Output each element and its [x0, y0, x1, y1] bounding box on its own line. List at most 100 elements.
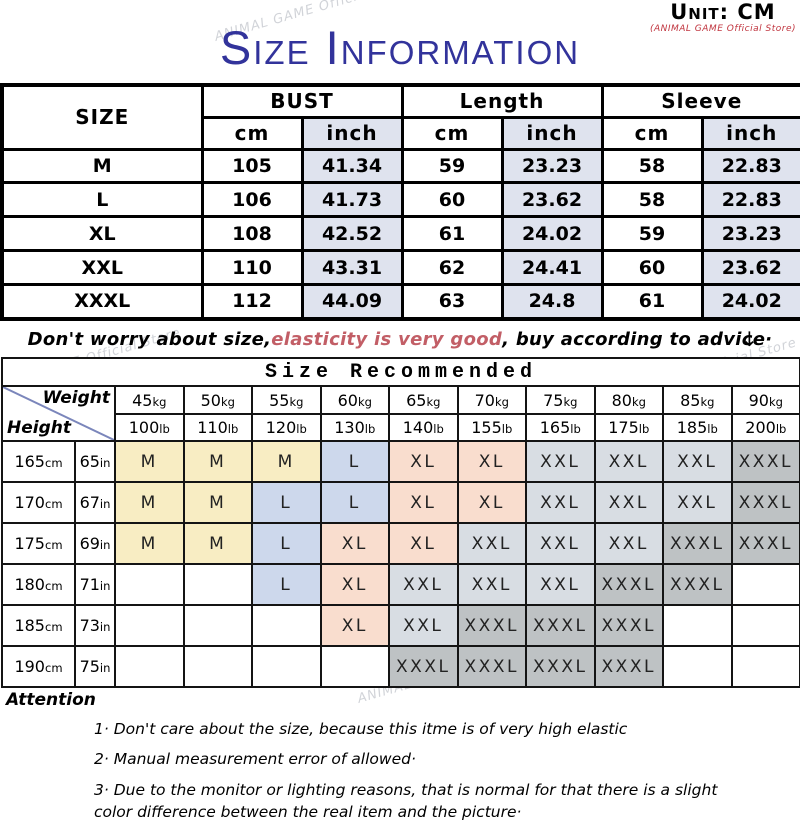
value-cell: 61	[602, 284, 702, 319]
size-cell: XXL	[595, 482, 664, 523]
size-cell	[184, 646, 253, 687]
size-cell: M	[115, 482, 184, 523]
weight-lb-cell: 120lb	[252, 414, 321, 441]
size-cell: XL	[389, 482, 458, 523]
size-cell: M	[252, 441, 321, 482]
weight-kg-cell: 50kg	[184, 386, 253, 414]
value-cell: 23.23	[502, 149, 602, 183]
height-cm-cell: 165cm	[2, 441, 75, 482]
size-cell	[663, 646, 732, 687]
size-cell: M	[184, 482, 253, 523]
size-label: XL	[2, 217, 202, 251]
size-cell: XXL	[458, 564, 527, 605]
size-cell	[732, 605, 800, 646]
value-cell: 24.02	[502, 217, 602, 251]
bust-header: BUST	[202, 85, 402, 117]
size-cell: XXXL	[458, 646, 527, 687]
value-cell: 58	[602, 149, 702, 183]
size-cell: XXL	[526, 523, 595, 564]
advice-line: Don't worry about size, elasticity is ve…	[0, 322, 800, 356]
size-cell	[732, 564, 800, 605]
value-cell: 105	[202, 149, 302, 183]
size-cell: XXL	[526, 482, 595, 523]
weight-kg-cell: 85kg	[663, 386, 732, 414]
value-cell: 23.62	[502, 183, 602, 217]
weight-axis-label: Weight	[43, 388, 110, 408]
size-cell: XL	[321, 564, 390, 605]
size-cell: L	[252, 564, 321, 605]
size-information-table: SIZE BUST Length Sleeve cm inch cm inch …	[0, 83, 800, 321]
attention-item: 1· Don't care about the size, because th…	[94, 718, 754, 740]
attention-item: 3· Due to the monitor or lighting reason…	[94, 779, 754, 824]
size-cell: XXL	[663, 482, 732, 523]
advice-text: Don't worry about size,	[28, 329, 272, 350]
inch-subheader: inch	[302, 117, 402, 149]
size-cell	[115, 646, 184, 687]
weight-kg-cell: 45kg	[115, 386, 184, 414]
size-cell: XXXL	[732, 482, 800, 523]
height-cm-cell: 185cm	[2, 605, 75, 646]
sleeve-header: Sleeve	[602, 85, 800, 117]
size-cell	[252, 605, 321, 646]
size-cell	[115, 605, 184, 646]
value-cell: 58	[602, 183, 702, 217]
weight-kg-cell: 70kg	[458, 386, 527, 414]
size-cell	[184, 605, 253, 646]
size-cell: XXL	[595, 523, 664, 564]
advice-highlight: elasticity is very good	[271, 329, 502, 350]
value-cell: 112	[202, 284, 302, 319]
size-cell: XXXL	[526, 646, 595, 687]
attention-item: 2· Manual measurement error of allowed·	[94, 748, 754, 770]
value-cell: 24.02	[702, 284, 800, 319]
weight-lb-cell: 100lb	[115, 414, 184, 441]
table-row: L 106 41.73 60 23.62 58 22.83	[2, 183, 800, 217]
height-cm-cell: 180cm	[2, 564, 75, 605]
size-cell: XXXL	[526, 605, 595, 646]
size-cell	[732, 646, 800, 687]
cm-subheader: cm	[202, 117, 302, 149]
size-label: M	[2, 149, 202, 183]
value-cell: 110	[202, 251, 302, 285]
size-cell: M	[115, 523, 184, 564]
size-cell: XXXL	[732, 441, 800, 482]
size-cell: XXXL	[663, 564, 732, 605]
value-cell: 63	[402, 284, 502, 319]
size-cell	[321, 646, 390, 687]
size-label: XXXL	[2, 284, 202, 319]
size-cell: XXXL	[595, 605, 664, 646]
weight-height-corner-cell: Weight Height	[2, 386, 115, 441]
size-cell: L	[252, 523, 321, 564]
value-cell: 60	[402, 183, 502, 217]
size-cell: XXL	[458, 523, 527, 564]
value-cell: 41.73	[302, 183, 402, 217]
attention-heading: Attention	[6, 690, 794, 710]
size-cell: XXL	[663, 441, 732, 482]
size-cell: XL	[389, 523, 458, 564]
value-cell: 44.09	[302, 284, 402, 319]
height-axis-label: Height	[7, 418, 71, 438]
weight-lb-cell: 185lb	[663, 414, 732, 441]
weight-kg-cell: 60kg	[321, 386, 390, 414]
height-in-cell: 69in	[75, 523, 115, 564]
size-cell	[663, 605, 732, 646]
table-row: XXXL 112 44.09 63 24.8 61 24.02	[2, 284, 800, 319]
cm-subheader: cm	[402, 117, 502, 149]
weight-lb-cell: 130lb	[321, 414, 390, 441]
size-cell: XL	[389, 441, 458, 482]
size-label: L	[2, 183, 202, 217]
value-cell: 24.41	[502, 251, 602, 285]
weight-lb-cell: 175lb	[595, 414, 664, 441]
weight-kg-cell: 75kg	[526, 386, 595, 414]
value-cell: 24.8	[502, 284, 602, 319]
value-cell: 23.23	[702, 217, 800, 251]
weight-lb-cell: 155lb	[458, 414, 527, 441]
size-cell: XXL	[389, 605, 458, 646]
height-in-cell: 71in	[75, 564, 115, 605]
weight-kg-cell: 80kg	[595, 386, 664, 414]
